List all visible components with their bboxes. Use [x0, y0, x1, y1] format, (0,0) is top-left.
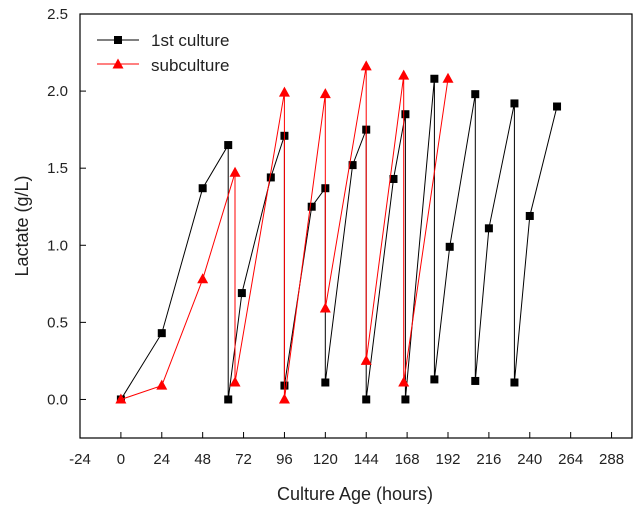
x-tick-label: 192	[435, 451, 460, 468]
data-point-1st-culture	[266, 173, 275, 182]
data-point-1st-culture	[198, 184, 207, 193]
legend-label-subculture: subculture	[151, 56, 229, 75]
data-point-subculture	[229, 166, 241, 177]
data-point-1st-culture	[321, 378, 330, 387]
data-point-1st-culture	[401, 110, 410, 119]
plot-series	[115, 60, 562, 404]
x-tick-label: 120	[313, 451, 338, 468]
data-point-1st-culture	[224, 141, 233, 150]
x-tick-label: 48	[194, 451, 211, 468]
data-point-subculture	[197, 273, 209, 284]
data-point-1st-culture	[510, 99, 519, 108]
y-tick-label: 1.0	[47, 237, 68, 254]
data-point-subculture	[398, 376, 410, 387]
x-tick-label: 216	[476, 451, 501, 468]
x-tick-label: 96	[276, 451, 293, 468]
x-tick-label: 240	[517, 451, 542, 468]
data-point-1st-culture	[525, 211, 534, 220]
series-line-subculture	[120, 66, 449, 400]
data-point-1st-culture	[471, 376, 480, 385]
data-point-1st-culture	[401, 395, 410, 404]
data-point-subculture	[398, 69, 410, 80]
x-tick-label: 264	[558, 451, 583, 468]
data-point-1st-culture	[157, 329, 166, 338]
data-point-1st-culture	[553, 102, 562, 111]
x-axis-title: Culture Age (hours)	[277, 484, 433, 504]
data-point-1st-culture	[484, 224, 493, 233]
data-point-1st-culture	[237, 289, 246, 298]
y-tick-label: 0.5	[47, 314, 68, 331]
y-axis: 0.0 0.5 1.0 1.5 2.0 2.5	[47, 6, 86, 408]
data-point-1st-culture	[348, 161, 357, 170]
data-point-subculture	[115, 393, 127, 404]
y-axis-title: Lactate (g/L)	[12, 175, 32, 276]
x-tick-label: 288	[599, 451, 624, 468]
data-point-1st-culture	[362, 395, 371, 404]
data-point-subculture	[319, 88, 331, 99]
data-point-subculture	[278, 393, 290, 404]
legend-marker-subculture	[112, 58, 124, 69]
data-point-subculture	[360, 60, 372, 71]
data-point-1st-culture	[389, 174, 398, 183]
x-tick-label: -24	[69, 451, 91, 468]
x-tick-label: 168	[395, 451, 420, 468]
legend-marker-1st-culture	[114, 36, 122, 44]
y-tick-label: 2.0	[47, 83, 68, 100]
y-tick-label: 0.0	[47, 391, 68, 408]
data-point-1st-culture	[430, 74, 439, 83]
x-tick-label: 24	[153, 451, 170, 468]
y-tick-label: 1.5	[47, 160, 68, 177]
data-point-1st-culture	[430, 375, 439, 384]
data-point-subculture	[229, 376, 241, 387]
x-axis: -24 0 24 48 72 96 120 144 168 192 216 240 264 288	[69, 432, 624, 468]
data-point-1st-culture	[471, 90, 480, 99]
data-point-1st-culture	[224, 395, 233, 404]
y-tick-label: 2.5	[47, 6, 68, 23]
series-line-1st-culture	[120, 78, 558, 400]
data-point-subculture	[156, 379, 168, 390]
legend-label-1st-culture: 1st culture	[151, 31, 229, 50]
x-tick-label: 72	[235, 451, 252, 468]
legend: 1st culture subculture	[97, 31, 229, 75]
data-point-1st-culture	[510, 378, 519, 387]
x-tick-label: 144	[354, 451, 379, 468]
data-point-subculture	[360, 354, 372, 365]
data-point-1st-culture	[445, 242, 454, 251]
x-tick-label: 0	[117, 451, 125, 468]
data-point-subculture	[319, 302, 331, 313]
plot-frame	[79, 13, 633, 439]
data-point-1st-culture	[307, 202, 316, 211]
data-point-subculture	[278, 86, 290, 97]
data-point-subculture	[442, 72, 454, 83]
